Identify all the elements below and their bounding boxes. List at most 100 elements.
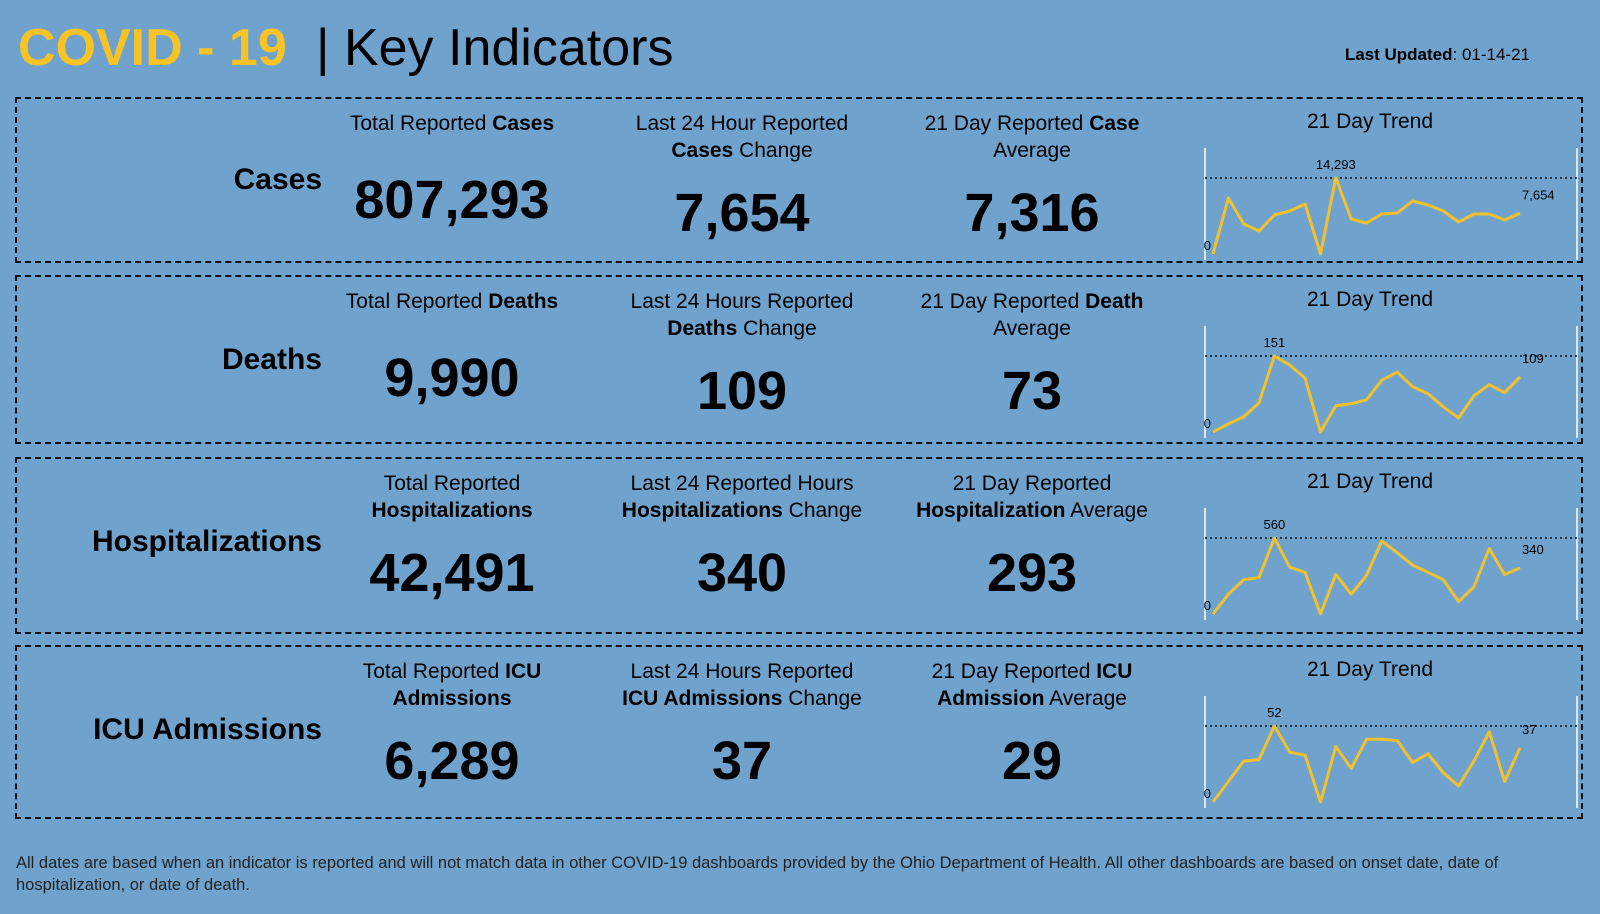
header-text: Average <box>1065 499 1148 522</box>
header-line: Cases Change <box>597 137 887 164</box>
metric-value: 9,990 <box>384 348 520 408</box>
header-line: Admission Average <box>887 685 1177 712</box>
metric-value: 37 <box>711 731 773 791</box>
metric-header: Last 24 Hours Reported ICU Admissions Cha… <box>597 658 887 712</box>
header-line: 21 Day Reported Death <box>887 288 1177 315</box>
header-text: Last 24 Hours Reported <box>630 290 854 313</box>
header-text: ICU <box>505 660 542 683</box>
metric-header: Total Reported Cases <box>307 110 597 137</box>
header-text: 21 Day Reported <box>952 472 1112 495</box>
sparkline: 0 560 340 <box>1204 508 1578 620</box>
y-tick-label: 0 <box>1204 416 1211 431</box>
panel <box>15 645 1583 819</box>
header-line: Hospitalizations Change <box>597 497 887 524</box>
trend-line <box>1211 176 1521 256</box>
metric-value: 109 <box>696 361 788 421</box>
header-line: 21 Day Reported ICU <box>887 658 1177 685</box>
sparkline: 0 52 37 <box>1204 696 1578 808</box>
panel <box>15 275 1583 444</box>
metric-header: Total Reported Hospitalizations <box>307 470 597 524</box>
header-text: Change <box>782 687 862 710</box>
header-text: Total Reported <box>349 112 493 135</box>
header-line: Deaths Change <box>597 315 887 342</box>
header-text: 21 Day Reported <box>924 112 1090 135</box>
header-text: Hospitalizations <box>371 499 533 522</box>
header-line: Last 24 Hours Reported <box>597 658 887 685</box>
metric-header: Last 24 Reported Hours Hospitalizations C… <box>597 470 887 524</box>
metric-header: 21 Day Reported Death Average <box>887 288 1177 342</box>
last-updated: Last Updated: 01-14-21 <box>1345 45 1530 65</box>
metric-value: 42,491 <box>369 543 535 603</box>
header-line: Total Reported ICU <box>307 658 597 685</box>
header-text: Last 24 Reported Hours <box>630 472 854 495</box>
footnote: All dates are based when an indicator is… <box>16 854 1499 894</box>
panel <box>15 97 1583 263</box>
y-tick-label: 0 <box>1204 598 1211 613</box>
sparkline: 0 14,293 7,654 <box>1204 148 1578 260</box>
header-text: Admissions <box>392 687 512 710</box>
header-text: Average <box>1044 687 1127 710</box>
header-line: 21 Day Reported Case <box>887 110 1177 137</box>
header-text: Total Reported <box>362 660 506 683</box>
header-line: Last 24 Hour Reported <box>597 110 887 137</box>
header-text: Deaths <box>488 290 559 313</box>
sparkline: 0 151 109 <box>1204 326 1578 438</box>
data-label: 340 <box>1522 542 1544 557</box>
metric-value: 73 <box>1001 361 1063 421</box>
metric-header: Last 24 Hour Reported Cases Change <box>597 110 887 164</box>
data-label: 37 <box>1522 722 1536 737</box>
row-label: Deaths <box>221 343 322 376</box>
metric-header: 21 Day Reported Case Average <box>887 110 1177 164</box>
header-line: ICU Admissions Change <box>597 685 887 712</box>
header-text: Last 24 Hours Reported <box>630 660 854 683</box>
metric-value: 293 <box>986 543 1078 603</box>
header-line: Hospitalizations <box>307 497 597 524</box>
metric-value: 340 <box>696 543 788 603</box>
header-text: Cases <box>671 139 734 162</box>
header-text: Change <box>737 317 817 340</box>
header-line: Total Reported <box>307 470 597 497</box>
header-line: Average <box>887 137 1177 164</box>
metric-value: 7,654 <box>674 183 810 243</box>
brand: COVID - 19 <box>18 19 287 77</box>
trend-line <box>1211 724 1522 804</box>
header-text: Total Reported <box>345 290 489 313</box>
trend-title: 21 Day Trend <box>1306 288 1434 311</box>
header-text: Deaths <box>667 317 738 340</box>
trend-title: 21 Day Trend <box>1306 658 1434 681</box>
header-line: Total Reported Cases <box>307 110 597 137</box>
metric-header: Total Reported ICU Admissions <box>307 658 597 712</box>
y-tick-label: 0 <box>1204 238 1211 253</box>
header-text: Average <box>993 139 1071 162</box>
header-text: Admission <box>937 687 1045 710</box>
header-line: Average <box>887 315 1177 342</box>
header-text: Change <box>733 139 813 162</box>
header-text: Hospitalization <box>916 499 1066 522</box>
data-label: 52 <box>1267 705 1281 720</box>
header-line: Last 24 Reported Hours <box>597 470 887 497</box>
metric-header: Total Reported Deaths <box>307 288 597 315</box>
header-text: Total Reported <box>383 472 521 495</box>
metric-value: 807,293 <box>354 170 550 230</box>
header-line: Admissions <box>307 685 597 712</box>
metric-header: 21 Day Reported ICU Admission Average <box>887 658 1177 712</box>
header-text: ICU Admissions <box>622 687 783 710</box>
metric-header: Last 24 Hours Reported Deaths Change <box>597 288 887 342</box>
trend-line <box>1211 536 1521 616</box>
header-text: Average <box>993 317 1071 340</box>
header-text: Death <box>1085 290 1144 313</box>
header-text: Last 24 Hour Reported <box>635 112 849 135</box>
trend-line <box>1212 354 1522 434</box>
updated-value: : 01-14-21 <box>1452 45 1531 64</box>
header-text: 21 Day Reported <box>931 660 1097 683</box>
panel <box>15 457 1583 634</box>
page-title: | Key Indicators <box>316 19 674 77</box>
row-label: Cases <box>233 163 322 196</box>
header-text: Case <box>1089 112 1140 135</box>
metric-value: 29 <box>1001 731 1063 791</box>
data-label: 560 <box>1264 517 1286 532</box>
header-line: 21 Day Reported <box>887 470 1177 497</box>
metric-header: 21 Day Reported Hospitalization Average <box>887 470 1177 524</box>
updated-label: Last Updated <box>1344 45 1453 64</box>
